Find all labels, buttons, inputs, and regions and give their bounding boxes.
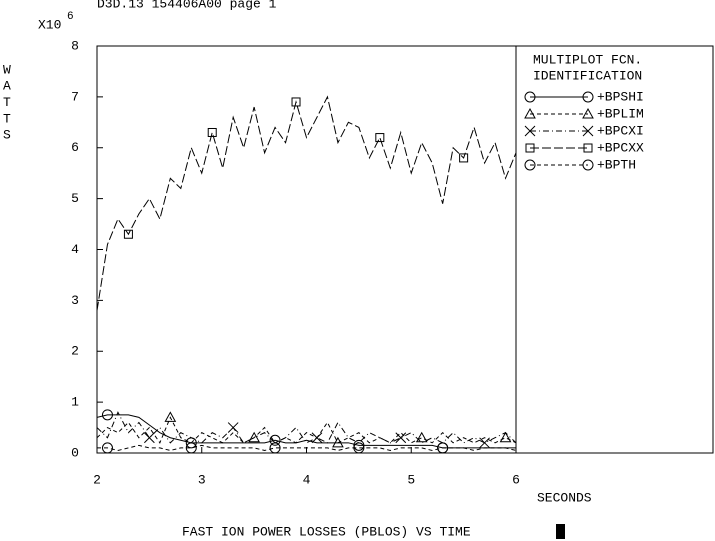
series-line	[96, 416, 517, 444]
y-axis-label: A	[3, 79, 11, 94]
series-line	[96, 414, 516, 449]
legend-marker	[524, 159, 536, 171]
chart-title: FAST ION POWER LOSSES (PBLOS) VS TIME	[182, 524, 471, 539]
marker	[437, 442, 449, 454]
marker	[353, 439, 365, 451]
marker	[101, 409, 113, 421]
legend-marker	[583, 143, 593, 153]
x-tick-label: 6	[512, 472, 520, 487]
cursor	[556, 524, 565, 539]
legend-label: +BPSHI	[597, 89, 644, 104]
y-axis-label: S	[3, 128, 11, 143]
marker	[269, 442, 281, 454]
marker	[144, 432, 155, 444]
y-tick-label: 1	[71, 395, 79, 410]
x-tick-label: 5	[407, 472, 415, 487]
marker	[415, 431, 428, 443]
y-tick-label: 6	[71, 140, 79, 155]
scale-exponent: 6	[67, 11, 74, 23]
marker	[353, 442, 365, 454]
x-tick-label: 3	[198, 472, 206, 487]
y-tick-label: 0	[71, 445, 79, 460]
legend-marker	[524, 91, 536, 103]
marker	[479, 437, 490, 449]
legend-marker	[524, 125, 536, 137]
y-axis-label: W	[3, 62, 11, 77]
legend-marker	[524, 107, 536, 119]
x-tick-label: 2	[93, 472, 101, 487]
series-line	[96, 95, 517, 311]
marker	[395, 432, 407, 444]
page-header: D3D.13 154406A00 page 1	[97, 0, 277, 11]
x-axis-label: SECONDS	[537, 490, 592, 505]
y-axis-label: T	[3, 95, 11, 110]
legend-marker	[582, 159, 594, 171]
legend-title: IDENTIFICATION	[533, 68, 642, 83]
marker	[185, 442, 197, 454]
y-tick-label: 5	[71, 191, 79, 206]
marker	[164, 411, 177, 422]
y-tick-label: 8	[71, 38, 79, 53]
series-line	[97, 444, 517, 451]
legend-label: +BPCXX	[597, 140, 644, 155]
legend-title: MULTIPLOT FCN.	[533, 52, 642, 67]
marker	[332, 436, 344, 448]
marker	[101, 442, 113, 454]
marker	[291, 97, 301, 107]
legend-label: +BPLIM	[597, 106, 644, 121]
marker	[499, 431, 512, 443]
marker	[123, 229, 133, 239]
marker	[311, 432, 323, 444]
legend-marker	[582, 107, 594, 119]
marker	[459, 153, 469, 163]
legend-marker	[582, 91, 594, 103]
marker	[375, 133, 385, 143]
marker	[207, 127, 217, 137]
y-tick-label: 7	[71, 89, 79, 104]
y-tick-label: 3	[71, 293, 79, 308]
legend-marker	[525, 143, 535, 153]
marker	[248, 431, 260, 443]
legend-label: +BPTH	[597, 157, 636, 172]
y-tick-label: 4	[71, 242, 79, 257]
marker	[227, 422, 239, 433]
y-axis-label: T	[3, 111, 11, 126]
x-tick-label: 4	[303, 472, 311, 487]
legend-marker	[582, 125, 594, 137]
scale-label: X10	[38, 17, 61, 32]
marker	[269, 434, 281, 446]
legend-label: +BPCXI	[597, 123, 644, 138]
y-tick-label: 2	[71, 344, 79, 359]
